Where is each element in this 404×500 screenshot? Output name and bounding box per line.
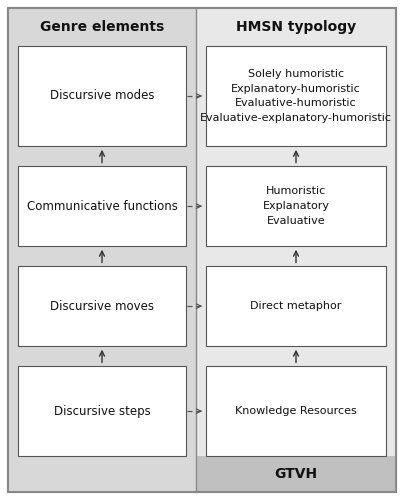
Bar (18, 46, 186, 146)
Text: Direct metaphor: Direct metaphor (250, 301, 342, 311)
Text: Humoristic
Explanatory
Evaluative: Humoristic Explanatory Evaluative (263, 186, 330, 226)
Bar (18, 266, 186, 346)
Bar (8, 8, 196, 492)
Bar (206, 46, 386, 146)
Text: Discursive modes: Discursive modes (50, 90, 154, 102)
Bar (206, 266, 386, 346)
Bar (196, 8, 396, 456)
Text: Solely humoristic
Explanatory-humoristic
Evaluative-humoristic
Evaluative-explan: Solely humoristic Explanatory-humoristic… (200, 69, 392, 123)
Bar (196, 456, 396, 492)
Text: Discursive steps: Discursive steps (54, 404, 150, 417)
Text: Knowledge Resources: Knowledge Resources (235, 406, 357, 416)
Bar (18, 366, 186, 456)
Bar (18, 166, 186, 246)
Text: Genre elements: Genre elements (40, 20, 164, 34)
Bar (206, 166, 386, 246)
Text: Discursive moves: Discursive moves (50, 300, 154, 312)
Bar (206, 366, 386, 456)
Text: GTVH: GTVH (274, 467, 318, 481)
Text: Communicative functions: Communicative functions (27, 200, 177, 212)
Text: HMSN typology: HMSN typology (236, 20, 356, 34)
